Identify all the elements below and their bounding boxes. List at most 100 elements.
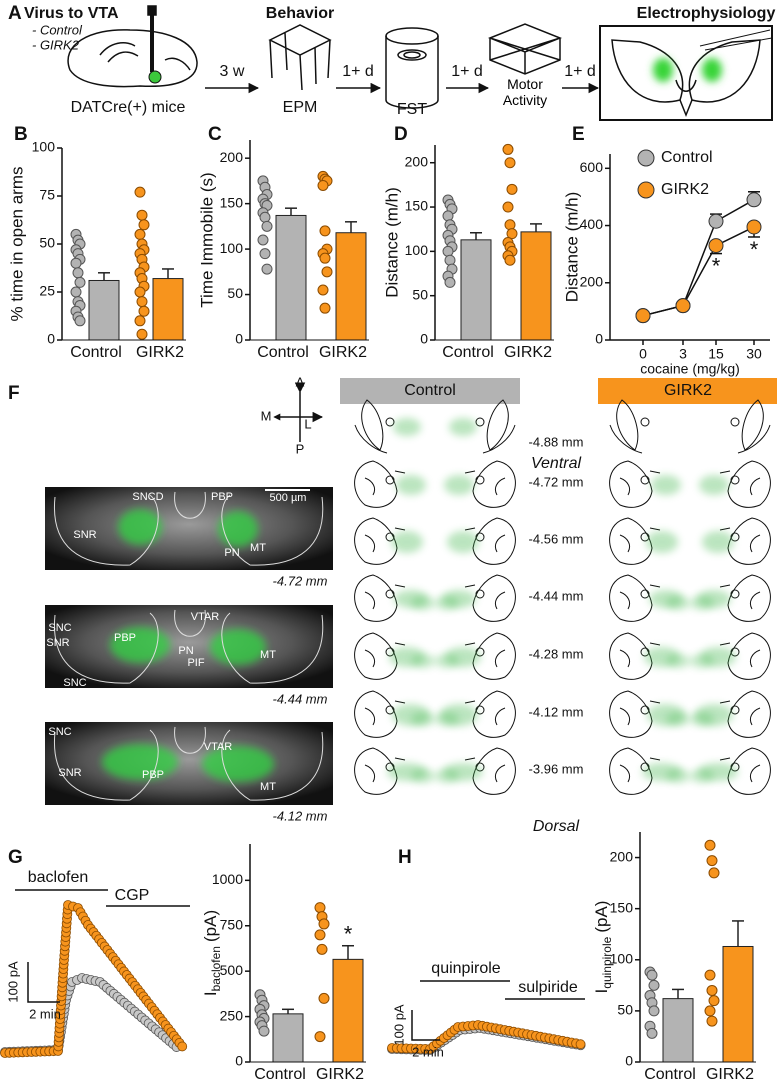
expression <box>666 712 690 726</box>
label: SNR <box>46 637 69 649</box>
compass <box>276 392 322 442</box>
label: - Control <box>32 22 83 37</box>
label: Behavior <box>266 5 334 22</box>
data-point <box>138 305 150 317</box>
outline-mt <box>475 417 485 427</box>
section-outline <box>609 460 771 508</box>
label: -4.44 mm <box>273 691 328 706</box>
series-point <box>746 192 762 208</box>
data-point <box>442 245 454 257</box>
data-point <box>706 855 718 867</box>
data-point <box>134 228 146 240</box>
label: -3.96 mm <box>529 761 584 776</box>
y-tick-label: 100 <box>405 242 429 258</box>
group-header <box>340 378 520 404</box>
y-tick-label: 200 <box>220 149 244 165</box>
expression <box>666 654 690 668</box>
hemisphere <box>690 574 771 622</box>
data-point <box>70 286 82 298</box>
data-point <box>704 969 716 981</box>
outline-mt <box>730 417 740 427</box>
x-tick-label: 0 <box>639 346 647 362</box>
outline-mt <box>385 705 395 715</box>
label: 1+ d <box>564 63 596 80</box>
hemisphere <box>354 460 426 508</box>
y-label-subscript: baclofen <box>209 946 223 991</box>
label: Virus to VTA <box>24 5 119 22</box>
drug-bars <box>15 889 585 1041</box>
section-outline <box>609 517 771 565</box>
label: quinpirole <box>431 960 500 977</box>
hemisphere <box>609 460 681 508</box>
hemisphere <box>609 632 690 680</box>
outline <box>464 747 516 795</box>
y-tick-label: 0 <box>420 331 428 347</box>
outline <box>354 690 406 738</box>
panel-letter: B <box>14 124 28 145</box>
label: MT <box>260 649 276 661</box>
data-point <box>704 839 716 851</box>
bar <box>152 278 184 341</box>
label: 2 min <box>412 1044 444 1059</box>
label: PBP <box>142 769 164 781</box>
expression <box>435 596 459 610</box>
label: 100 pA <box>391 1004 406 1046</box>
data-point <box>261 263 273 275</box>
outline <box>609 690 661 738</box>
label: GIRK2 <box>664 382 712 399</box>
trace-point <box>177 1041 188 1052</box>
data-point <box>502 201 514 213</box>
y-axis-label: % time in open arms <box>7 167 26 322</box>
y-tick-label: 100 <box>610 950 634 966</box>
motor-activity-label-box: Motor Activity <box>503 76 547 108</box>
data-point <box>259 211 271 223</box>
data-point <box>70 257 82 269</box>
expression <box>702 531 734 553</box>
outline-mt <box>385 589 395 599</box>
outline <box>464 517 516 565</box>
label: MT <box>250 542 266 554</box>
y-tick-label: 0 <box>625 1053 633 1069</box>
legend-marker <box>637 149 655 167</box>
section-outline <box>609 632 771 680</box>
data-point <box>506 228 518 240</box>
bar <box>520 231 552 341</box>
label: CGP <box>115 887 150 904</box>
expression <box>699 475 729 495</box>
label: SNR <box>73 529 96 541</box>
y-tick-label: 100 <box>32 139 56 155</box>
hemisphere <box>690 632 771 680</box>
y-tick-label: 1000 <box>212 871 243 887</box>
label: 1+ d <box>342 63 374 80</box>
significance: * <box>750 237 759 262</box>
panel-a-drawings <box>67 5 773 121</box>
panel-letter: C <box>208 124 222 145</box>
data-point <box>502 143 514 155</box>
x-tick-label: 3 <box>679 346 687 362</box>
expression <box>118 509 162 545</box>
label: -4.12 mm <box>273 808 328 823</box>
x-tick-label: GIRK2 <box>319 344 367 361</box>
label: Dorsal <box>533 818 580 835</box>
green-expression <box>653 58 722 82</box>
section-outline <box>354 460 516 508</box>
data-point <box>319 302 331 314</box>
hemisphere <box>609 399 650 454</box>
outline <box>609 460 661 508</box>
compass-ends <box>274 390 301 417</box>
y-tick-label: 0 <box>235 1053 243 1069</box>
outline <box>354 574 406 622</box>
x-tick-label: Control <box>254 1066 306 1082</box>
data-point <box>319 225 331 237</box>
data-point <box>257 234 269 246</box>
data-point <box>261 220 273 232</box>
bar <box>272 1013 304 1063</box>
hemisphere <box>690 747 771 795</box>
hemisphere <box>690 690 771 738</box>
outline <box>609 747 661 795</box>
data-point <box>136 296 148 308</box>
expression <box>435 712 459 726</box>
outline <box>464 632 516 680</box>
outline <box>609 399 643 454</box>
outline-mt <box>730 589 740 599</box>
